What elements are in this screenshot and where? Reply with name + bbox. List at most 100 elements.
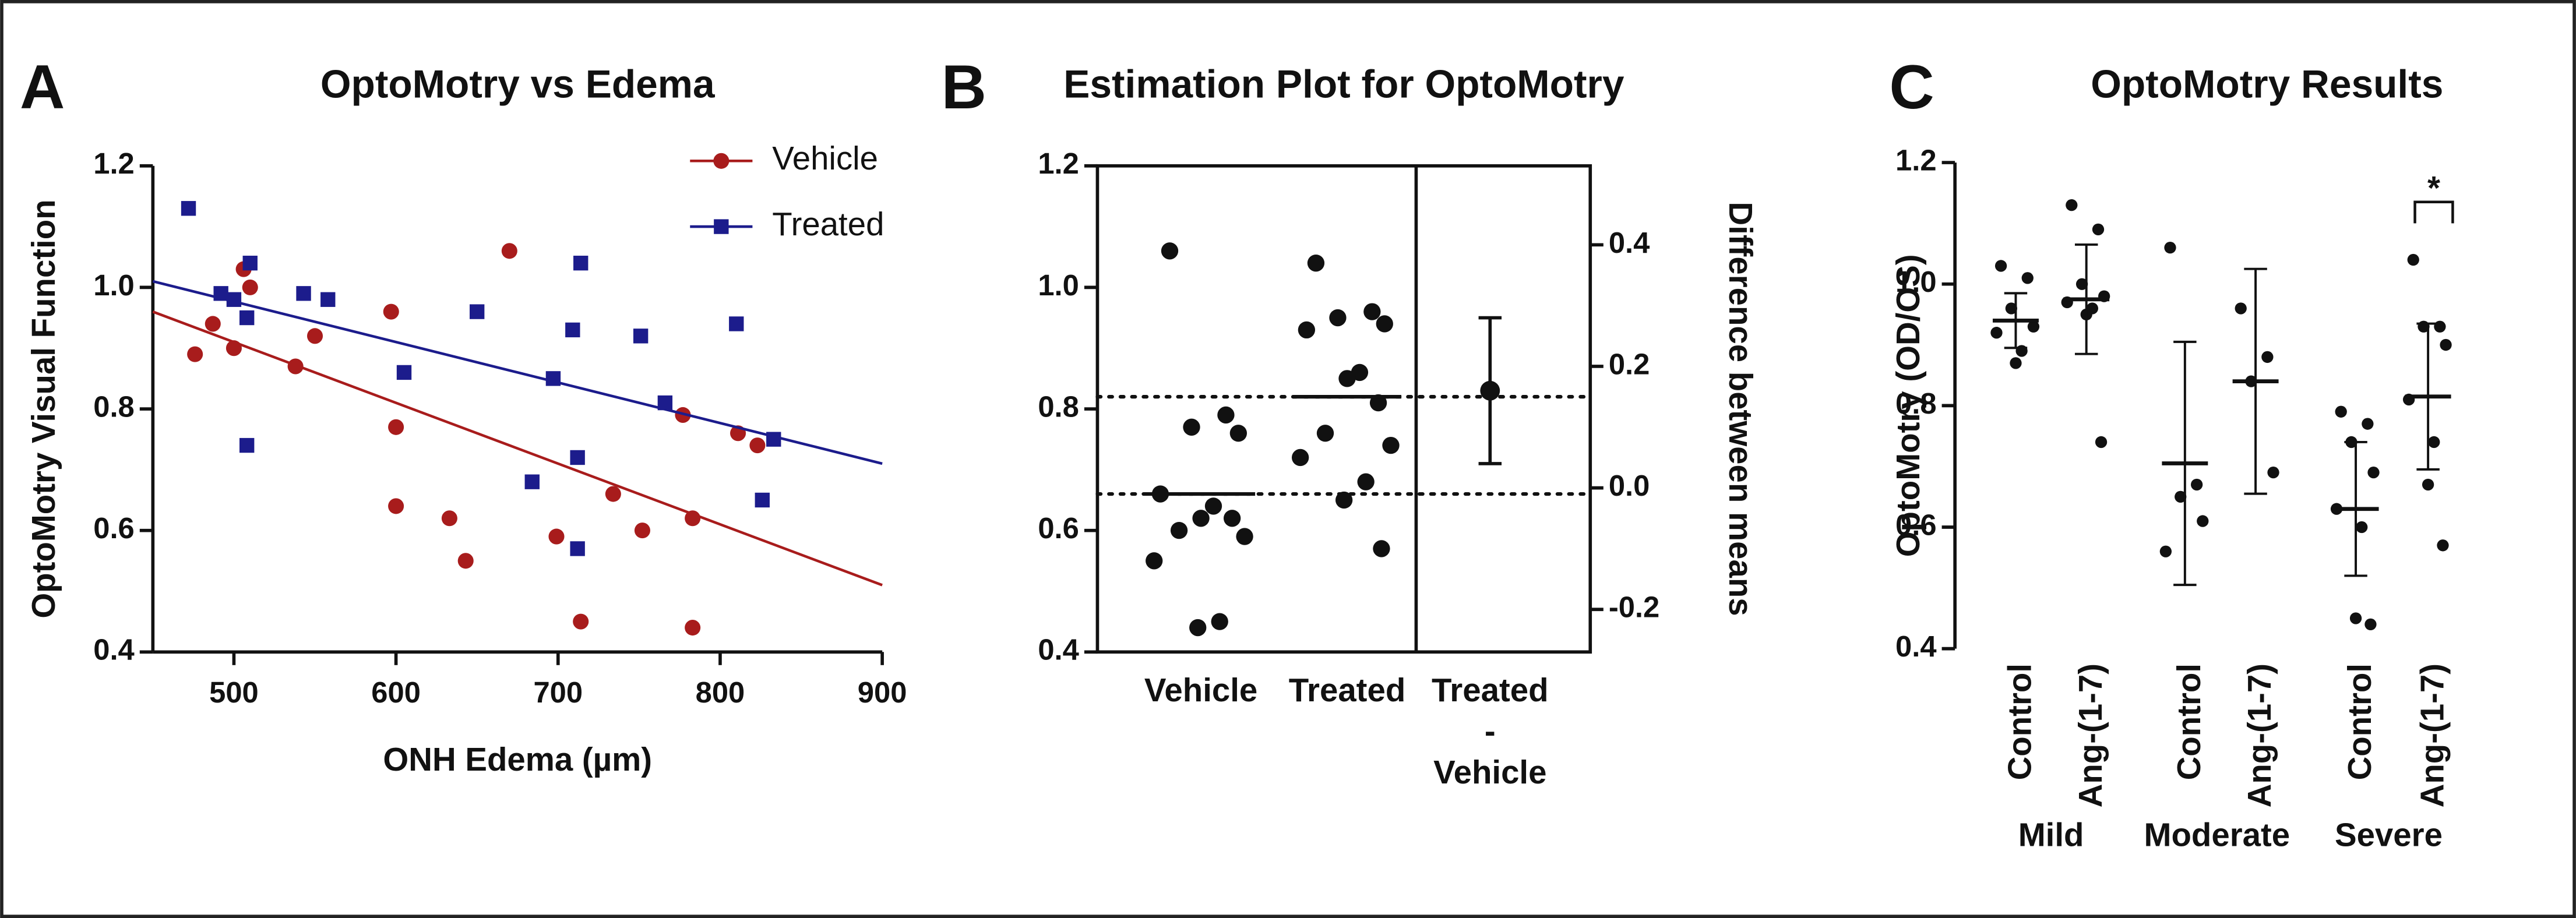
point [605, 486, 621, 502]
point [2066, 199, 2078, 211]
point [2075, 278, 2088, 290]
point [2267, 466, 2279, 479]
y-tick-label: -0.2 [1609, 591, 1659, 624]
y-tick-label: 0.4 [1609, 226, 1650, 259]
panel-letter: C [1889, 52, 1934, 122]
x-tick-label: Control [2170, 663, 2207, 780]
point [2175, 490, 2187, 503]
point [470, 304, 485, 319]
point [1223, 510, 1241, 527]
x-tick-label: Ang-(1-7) [2413, 663, 2450, 807]
point [2422, 478, 2434, 491]
x-tick-label: Ang-(1-7) [2241, 663, 2278, 807]
point [1189, 619, 1207, 637]
point [1373, 540, 1390, 557]
point [685, 510, 701, 527]
point [633, 329, 649, 344]
point [2261, 351, 2274, 363]
difference-point [1480, 380, 1500, 401]
point [239, 437, 255, 453]
point [548, 528, 565, 545]
point [396, 365, 412, 380]
y-tick-label: 0.0 [1609, 469, 1650, 502]
point [2437, 539, 2449, 552]
point [524, 474, 540, 489]
panel-letter: B [942, 52, 986, 122]
legend-label: Vehicle [772, 140, 878, 176]
point [1376, 315, 1393, 333]
legend-marker [714, 219, 729, 234]
point [2349, 612, 2362, 624]
point [565, 322, 580, 338]
legend-marker [713, 153, 730, 169]
point [1994, 260, 2007, 272]
point [287, 358, 304, 375]
point [501, 243, 517, 259]
x-tick-label: Treated [1288, 673, 1406, 709]
y-tick-label: 0.6 [93, 511, 135, 545]
x-tick-label: 900 [858, 676, 907, 709]
point [2440, 338, 2452, 351]
x-tick-label: Treated - Vehicle [1431, 673, 1549, 792]
y-tick-label: 0.4 [1895, 630, 1937, 663]
y-tick-label: 0.4 [93, 633, 135, 666]
legend-label: Treated [772, 206, 884, 242]
point [2335, 405, 2347, 418]
panel-letter: A [20, 52, 65, 122]
point [242, 255, 258, 271]
point [1229, 425, 1248, 442]
point [1291, 449, 1309, 467]
point [187, 346, 203, 362]
point [213, 286, 228, 301]
point [570, 450, 585, 465]
point [2407, 253, 2419, 266]
point [2197, 515, 2209, 527]
chart-title: OptoMotry vs Edema [320, 62, 716, 106]
point [634, 522, 650, 539]
y-tick-label: 1.0 [1895, 265, 1937, 298]
fit-line [152, 280, 883, 465]
point [388, 498, 404, 514]
point [441, 510, 457, 527]
point [1204, 497, 1222, 515]
y-tick-label: 0.4 [1038, 633, 1079, 666]
y-tick-label: 1.0 [1038, 269, 1079, 302]
point [2190, 478, 2203, 491]
x-tick-label-box: Treated [1288, 673, 1406, 709]
y-tick-label: 1.0 [93, 269, 135, 302]
y-tick-label: 0.8 [93, 390, 135, 423]
point [388, 419, 404, 435]
point [570, 541, 585, 556]
chart-title: OptoMotry Results [2091, 62, 2443, 106]
y-tick-label: 0.6 [1038, 511, 1079, 545]
point [226, 292, 242, 307]
x-tick-label: 500 [209, 676, 259, 709]
y-tick-label: 1.2 [1038, 147, 1079, 180]
point [755, 492, 770, 508]
significance-bracket [2413, 200, 2454, 224]
point [2021, 272, 2034, 284]
point [2159, 545, 2172, 557]
point [320, 292, 336, 307]
point [1335, 491, 1353, 509]
point [1170, 521, 1188, 539]
point [1183, 418, 1200, 436]
point [2367, 466, 2380, 479]
point [749, 437, 766, 454]
point [729, 316, 744, 331]
point [545, 371, 561, 386]
point [573, 255, 589, 271]
group-label: Severe [2335, 817, 2443, 853]
point [205, 316, 221, 332]
point [1192, 510, 1210, 527]
x-tick-label: Control [2001, 663, 2038, 780]
x-tick-label: Ang-(1-7) [2072, 663, 2109, 807]
point [2095, 436, 2108, 449]
point [2010, 357, 2022, 369]
point [1990, 327, 2003, 339]
point [766, 432, 781, 447]
point [383, 303, 399, 320]
point [1382, 436, 1400, 454]
